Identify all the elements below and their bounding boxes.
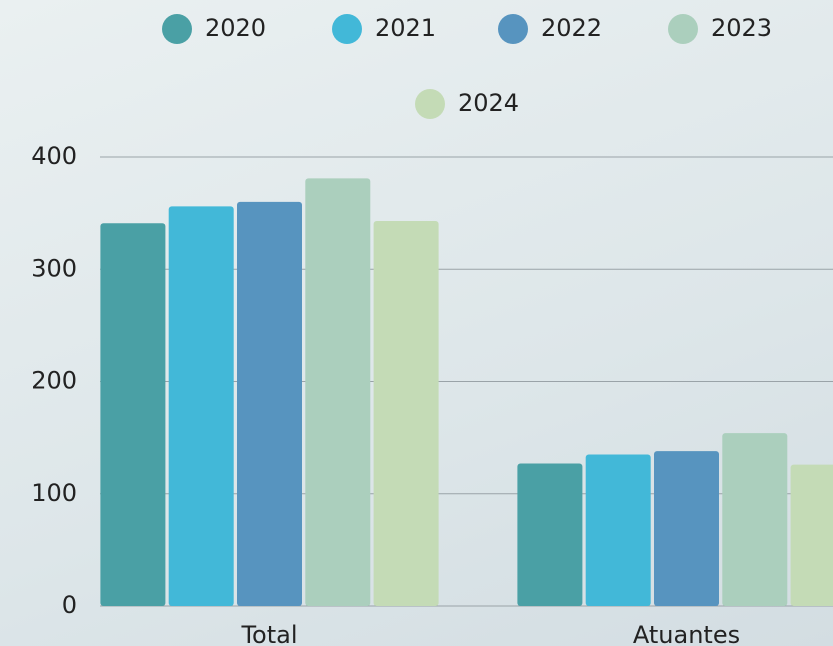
legend-swatch bbox=[668, 14, 698, 44]
y-tick-label: 200 bbox=[31, 367, 77, 395]
y-tick-label: 100 bbox=[31, 479, 77, 507]
bar bbox=[168, 206, 234, 606]
bar bbox=[790, 464, 833, 606]
legend-swatch bbox=[162, 14, 192, 44]
bar bbox=[305, 178, 371, 606]
bar bbox=[517, 463, 583, 606]
legend-label: 2020 bbox=[205, 14, 266, 42]
bar bbox=[722, 433, 788, 606]
legend-label: 2023 bbox=[711, 14, 772, 42]
bar bbox=[654, 451, 719, 606]
y-tick-label: 400 bbox=[31, 142, 77, 170]
bar bbox=[100, 223, 166, 607]
legend-label: 2024 bbox=[458, 89, 519, 117]
legend-swatch bbox=[415, 89, 445, 119]
y-tick-label: 300 bbox=[31, 254, 77, 282]
legend-label: 2022 bbox=[541, 14, 602, 42]
bar bbox=[585, 454, 651, 606]
x-tick-label: Total bbox=[240, 621, 297, 646]
y-tick-label: 0 bbox=[62, 591, 77, 619]
x-tick-label: Atuantes bbox=[633, 621, 740, 646]
bar bbox=[237, 201, 302, 606]
bar bbox=[373, 220, 439, 607]
legend-swatch bbox=[332, 14, 362, 44]
legend-swatch bbox=[498, 14, 528, 44]
legend-label: 2021 bbox=[375, 14, 436, 42]
